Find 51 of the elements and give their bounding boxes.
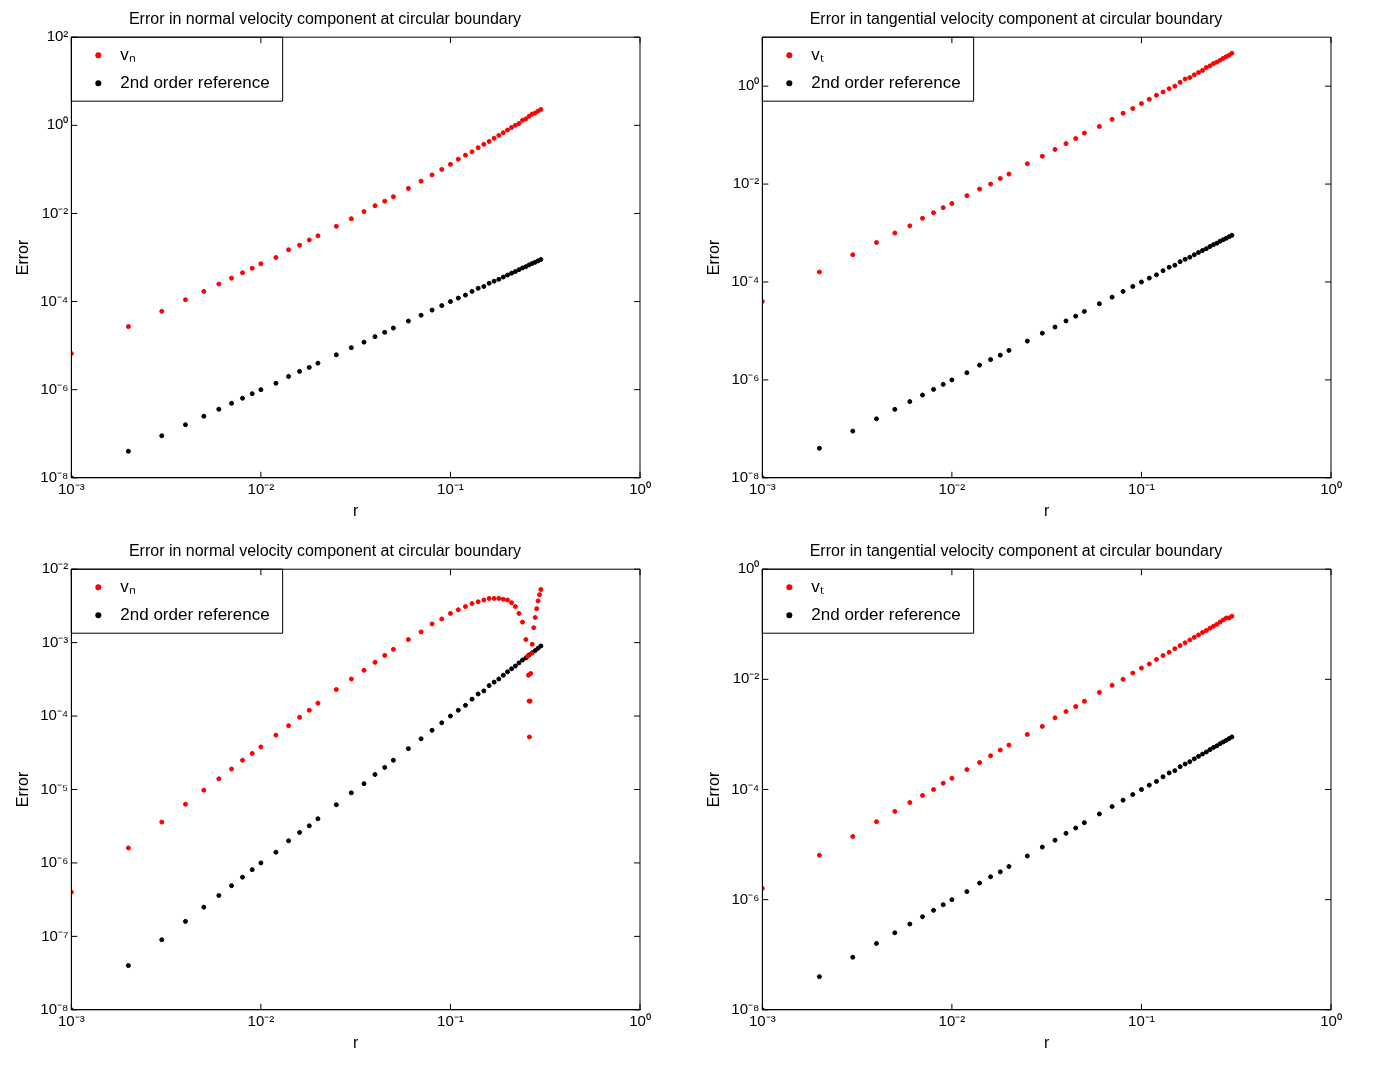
legend-label: vₙ [120,576,136,596]
y-tick-label: 10⁻² [732,174,760,192]
y-tick-label: 10⁻⁷ [41,926,69,944]
y-tick-label: 10⁻⁴ [731,272,760,290]
x-axis-title: r [353,1033,359,1051]
x-tick-label: 10⁻¹ [1128,479,1155,497]
x-tick-label: 10⁰ [629,1011,651,1029]
chart-title: Error in tangential velocity component at circular boundary [809,10,1223,28]
y-tick-label: 10⁰ [737,76,760,94]
x-tick-label: 10⁻² [247,1011,275,1029]
x-tick-label: 10⁰ [1320,479,1342,497]
x-tick-label: 10⁻² [938,479,966,497]
y-tick-label: 10⁻⁶ [731,370,760,388]
y-tick-label: 10⁻² [732,669,760,687]
y-axis-title: Error [705,771,723,808]
legend-label: vₙ [120,44,136,64]
y-tick-label: 10⁻⁶ [40,379,69,397]
x-tick-label: 10⁻¹ [1128,1011,1155,1029]
y-tick-label: 10⁻³ [41,632,69,650]
y-tick-label: 10⁰ [737,559,760,577]
x-axis-title: r [1044,1033,1050,1051]
y-axis-title: Error [14,239,32,276]
chart-title: Error in tangential velocity component at circular boundary [809,542,1223,560]
legend-label: vₜ [811,576,824,596]
x-tick-label: 10⁰ [629,479,651,497]
x-tick-label: 10⁻² [938,1011,966,1029]
y-tick-label: 10⁻⁴ [40,706,69,724]
y-tick-label: 10⁻² [41,203,69,221]
y-tick-label: 10⁻⁴ [731,779,760,797]
chart-title: Error in normal velocity component at circular boundary [128,542,522,560]
chart-title: Error in normal velocity component at circular boundary [128,10,522,28]
y-axis-title: Error [705,239,723,276]
x-axis-title: r [1044,501,1050,519]
x-axis-title: r [353,501,359,519]
y-tick-label: 10⁻⁶ [40,853,69,871]
legend-label: 2nd order reference [120,604,270,624]
y-tick-label: 10⁻² [41,559,69,577]
y-tick-label: 10² [46,27,69,45]
x-tick-label: 10⁻¹ [437,479,464,497]
y-tick-label: 10⁻⁶ [731,889,760,907]
y-tick-label: 10⁻⁵ [40,779,69,797]
y-tick-label: 10⁻⁴ [40,291,69,309]
x-tick-label: 10⁻² [247,479,275,497]
y-axis-title: Error [14,771,32,808]
x-tick-label: 10⁻¹ [437,1011,464,1029]
x-tick-label: 10⁰ [1320,1011,1342,1029]
legend-label: 2nd order reference [811,72,961,92]
legend-label: vₜ [811,44,824,64]
y-tick-label: 10⁰ [46,115,69,133]
legend-label: 2nd order reference [811,604,961,624]
legend-label: 2nd order reference [120,72,270,92]
